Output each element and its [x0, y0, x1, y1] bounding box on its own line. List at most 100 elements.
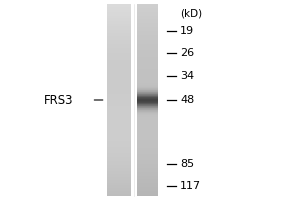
Bar	[136, 19, 158, 20]
Bar	[136, 110, 158, 111]
Bar	[106, 118, 130, 119]
Bar	[136, 147, 158, 148]
Bar	[136, 189, 158, 190]
Bar	[106, 89, 130, 90]
Bar	[136, 160, 158, 161]
Bar	[136, 57, 158, 58]
Bar	[136, 91, 158, 92]
Text: 34: 34	[180, 71, 194, 81]
Bar	[106, 90, 130, 91]
Bar	[136, 158, 158, 159]
Bar	[106, 124, 130, 125]
Bar	[106, 84, 130, 85]
Bar	[136, 115, 158, 116]
Bar	[136, 48, 158, 49]
Bar	[136, 5, 158, 6]
Bar	[106, 126, 130, 127]
Bar	[136, 125, 158, 126]
Bar	[106, 19, 130, 20]
Bar	[106, 174, 130, 175]
Bar	[106, 45, 130, 46]
Bar	[106, 50, 130, 51]
Bar	[136, 157, 158, 158]
Bar	[106, 85, 130, 86]
Bar	[106, 113, 130, 114]
Bar	[106, 115, 130, 116]
Bar	[106, 88, 130, 89]
Bar	[106, 168, 130, 169]
Bar	[106, 62, 130, 63]
Bar	[136, 4, 158, 5]
Bar	[136, 162, 158, 163]
Bar	[106, 5, 130, 6]
Bar	[106, 77, 130, 78]
Bar	[136, 35, 158, 36]
Bar	[136, 171, 158, 172]
Bar	[136, 37, 158, 38]
Bar	[136, 12, 158, 13]
Bar	[136, 194, 158, 195]
Bar	[106, 92, 130, 93]
Bar	[136, 13, 158, 14]
Bar	[106, 94, 130, 95]
Bar	[106, 86, 130, 87]
Bar	[136, 130, 158, 131]
Bar	[136, 192, 158, 193]
Bar	[136, 17, 158, 18]
Bar	[106, 35, 130, 36]
Bar	[106, 61, 130, 62]
Bar	[106, 64, 130, 65]
Bar	[106, 180, 130, 181]
Bar	[136, 98, 158, 99]
Bar	[106, 120, 130, 121]
Bar	[106, 96, 130, 97]
Bar	[136, 106, 158, 107]
Bar	[136, 167, 158, 168]
Bar	[136, 169, 158, 170]
Bar	[136, 195, 158, 196]
Bar	[106, 39, 130, 40]
Bar	[106, 176, 130, 177]
Bar	[106, 34, 130, 35]
Bar	[136, 184, 158, 185]
Text: 48: 48	[180, 95, 194, 105]
Bar	[106, 23, 130, 24]
Bar	[136, 63, 158, 64]
Bar	[106, 15, 130, 16]
Bar	[106, 183, 130, 184]
Bar	[136, 153, 158, 154]
Bar	[136, 89, 158, 90]
Bar	[106, 184, 130, 185]
Bar	[136, 22, 158, 23]
Bar	[136, 149, 158, 150]
Bar	[106, 111, 130, 112]
Bar	[106, 167, 130, 168]
Bar	[106, 171, 130, 172]
Bar	[106, 104, 130, 105]
Bar	[136, 120, 158, 121]
Bar	[136, 161, 158, 162]
Bar	[136, 54, 158, 55]
Bar	[136, 51, 158, 52]
Bar	[106, 56, 130, 57]
Bar	[106, 186, 130, 187]
Bar	[106, 25, 130, 26]
Bar	[136, 73, 158, 74]
Bar	[136, 53, 158, 54]
Bar	[136, 50, 158, 51]
Bar	[136, 102, 158, 103]
Bar	[136, 38, 158, 39]
Bar	[106, 21, 130, 22]
Bar	[106, 51, 130, 52]
Bar	[106, 70, 130, 71]
Bar	[136, 74, 158, 75]
Bar	[106, 140, 130, 141]
Bar	[106, 8, 130, 9]
Bar	[136, 87, 158, 88]
Bar	[136, 124, 158, 125]
Bar	[136, 137, 158, 138]
Bar	[136, 27, 158, 28]
Bar	[136, 190, 158, 191]
Bar	[136, 28, 158, 29]
Bar	[106, 133, 130, 134]
